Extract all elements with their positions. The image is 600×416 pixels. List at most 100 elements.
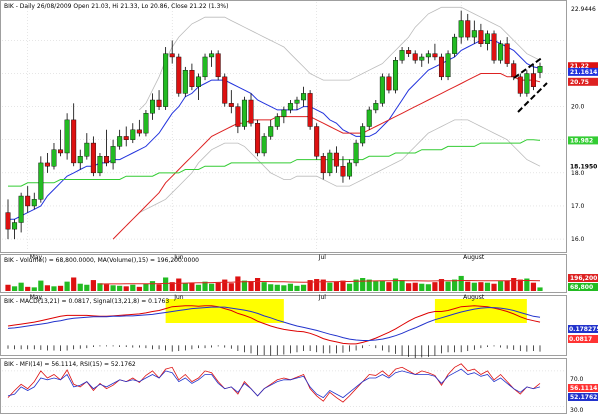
volume-bar [274,284,280,291]
volume-bar [392,278,399,291]
candle-body [248,99,254,124]
volume-bar [71,277,77,291]
candle-body [419,56,425,61]
macd-histogram [7,345,541,358]
volume-bar [189,282,195,291]
candle-body [399,50,405,61]
candle-body [445,53,451,78]
candle-body [176,56,182,94]
candle-body [307,93,313,127]
month-label: August [463,254,485,261]
mfi-panel: BIK - MFI(14) = 56.1114, RSI(15) = 52.17… [0,358,598,414]
candle-body [511,63,517,78]
candle-body [491,33,497,61]
macd-y-label-bg [568,335,598,343]
candle-body [366,109,372,127]
candle-body [44,162,50,167]
candle [25,186,31,213]
candle [215,50,221,81]
volume-bar [511,278,517,291]
volume-bar [5,284,11,291]
candle-body [189,70,195,87]
candle [31,192,37,210]
volume-bar [176,278,182,291]
price-panel-frame [0,0,567,253]
volume-bar [471,282,477,291]
volume-bar [222,279,228,291]
candle [5,199,11,240]
candle-body [530,73,536,87]
price-line-ma-mid [112,73,541,240]
candle-body [84,142,90,157]
candle [222,73,228,107]
price-y-tick: 17.0 [571,203,585,210]
price-y-tick: 20.0 [571,104,585,111]
candle [44,152,50,173]
candle [248,93,254,127]
price-y-tick: 18.0 [571,170,585,177]
candle-body [281,109,287,117]
volume-bar [57,285,64,291]
candle-body [373,103,379,111]
candle [84,133,90,160]
candle-body [71,119,77,164]
volume-bar [412,282,418,291]
price-last-label-bg [568,162,598,171]
volume-bar [77,283,83,291]
candle-body [274,116,280,127]
candle-body [353,142,359,164]
candle [360,123,366,147]
volume-bar [294,285,300,291]
candle-body [504,43,510,64]
candle-body [524,73,530,94]
candle-body [38,162,44,200]
volume-bar [314,279,320,291]
month-label: Jul [318,254,327,261]
mfi-rsi-lines [7,363,541,403]
chart-title: BIK - Daily 26/08/2009 Open 21.03, Hi 21… [4,3,228,10]
candle-body [149,99,155,114]
candle [320,152,326,180]
volume-title: BIK - Volume() = 68,800.0000, MA(Volume(… [4,257,199,264]
macd-panel: BIK - MACD(13,21) = 0.0817, Signal(13,21… [0,295,600,358]
candle [182,66,188,97]
price-last-label: 18.1950 [570,164,597,171]
candle [333,146,339,173]
volume-bar [320,279,326,291]
candle-body [360,126,366,144]
volume-y-label: 68,800 [570,284,593,291]
volume-bar [465,281,471,291]
macd-y-label: 0.0817 [569,336,592,343]
candle-body [465,20,471,38]
macd-line [7,305,541,345]
candle-body [90,142,96,174]
mfi-y-labels: 70.0 56.1114 52.1762 30.0 [568,376,598,414]
volume-bar [484,282,491,291]
volume-bar [136,286,142,291]
volume-bar [438,279,445,291]
volume-bar [452,279,458,291]
macd-y-label-bg [568,325,598,333]
candle-body [327,152,333,174]
price-last-label-bg [568,136,598,145]
volume-bar [327,282,333,291]
price-line-ma-short [8,39,541,220]
candle-body [12,222,18,230]
volume-bar [241,280,248,291]
candle-body [97,156,103,174]
candle-body [498,43,504,61]
volume-bar [379,280,385,291]
macd-highlights [165,299,527,323]
candle [274,113,280,130]
candle-body [228,103,234,107]
candle [379,73,385,107]
volume-bar [261,282,267,291]
candle [373,100,379,114]
candle-body [406,50,412,54]
candle [406,47,412,57]
trend-channel [513,56,548,113]
volume-bar [110,285,116,291]
candle [176,53,182,97]
